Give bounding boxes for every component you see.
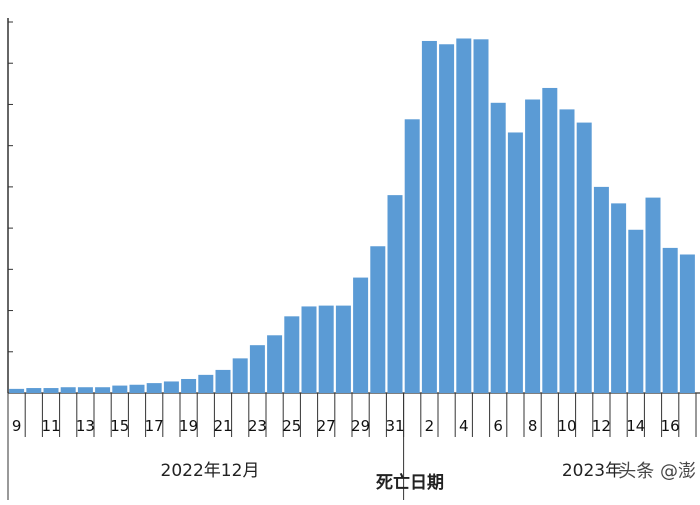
bar	[318, 305, 334, 393]
bar	[95, 387, 111, 393]
bar	[490, 102, 506, 393]
x-tick-label: 13	[76, 417, 95, 435]
bar	[267, 335, 283, 393]
bar	[60, 387, 76, 393]
x-tick-label: 4	[459, 417, 469, 435]
bar	[198, 374, 214, 393]
x-tick-label: 19	[179, 417, 198, 435]
bar	[645, 197, 661, 393]
x-tick-label: 8	[528, 417, 538, 435]
bar	[473, 39, 489, 394]
bar	[353, 277, 369, 393]
x-tick-label: 12	[592, 417, 611, 435]
x-tick-label: 10	[557, 417, 576, 435]
bar	[146, 383, 162, 393]
bar	[679, 254, 695, 393]
bar	[611, 203, 627, 393]
bar	[77, 387, 93, 393]
x-tick-label: 25	[282, 417, 301, 435]
bar	[370, 246, 386, 393]
bar	[335, 305, 351, 393]
x-tick-label: 11	[41, 417, 60, 435]
bar	[525, 99, 541, 394]
x-tick-label: 17	[145, 417, 164, 435]
bar	[232, 358, 248, 393]
bar	[456, 38, 472, 393]
bar	[9, 388, 25, 393]
x-tick-label: 16	[661, 417, 680, 435]
x-tick-label: 27	[317, 417, 336, 435]
bar	[284, 316, 300, 393]
bar	[662, 247, 678, 393]
bar	[387, 195, 403, 393]
watermark: 头条 @澎	[618, 461, 696, 482]
bar	[507, 132, 523, 393]
bar	[112, 385, 128, 393]
x-axis-title: 死亡日期	[376, 472, 444, 493]
x-tick-label: 29	[351, 417, 370, 435]
bar	[559, 109, 575, 393]
x-tick-label: 23	[248, 417, 267, 435]
x-tick-label: 31	[385, 417, 404, 435]
bar	[249, 345, 265, 393]
ticks-layer: 9 11 13 15 17 19 21 23 25 27 29 31 2 4 6 8 10 12 14 16	[12, 417, 680, 435]
x-tick-label: 6	[493, 417, 503, 435]
bar	[215, 369, 231, 393]
bar	[439, 44, 455, 393]
x-tick-label: 2	[425, 417, 435, 435]
bar	[542, 87, 558, 393]
bars-layer	[9, 38, 695, 394]
bar	[43, 388, 59, 393]
bar	[163, 381, 179, 393]
bar	[421, 40, 437, 394]
bar	[404, 119, 420, 393]
x-tick-label: 21	[213, 417, 232, 435]
group-label-2022-12: 2022年12月	[161, 461, 260, 481]
x-tick-label: 14	[626, 417, 645, 435]
bar	[593, 186, 609, 393]
bar	[129, 384, 145, 393]
x-tick-label: 15	[110, 417, 129, 435]
bar	[576, 122, 592, 394]
bar	[181, 378, 197, 393]
group-label-2023: 2023年	[562, 461, 622, 481]
x-tick-label: 9	[12, 417, 22, 435]
bar	[628, 229, 644, 393]
bar	[301, 306, 317, 393]
bar	[26, 388, 42, 393]
